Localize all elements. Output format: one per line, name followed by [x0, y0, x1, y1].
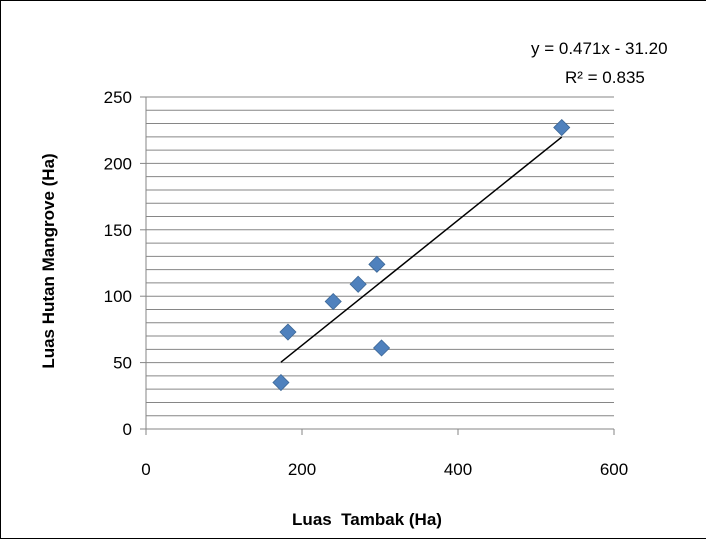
x-tick-label: 400	[444, 460, 472, 479]
x-tick-label: 200	[288, 460, 316, 479]
data-point	[272, 373, 290, 392]
trendline-r-squared: R² = 0.835	[565, 68, 645, 87]
y-tick-label: 150	[104, 221, 132, 240]
data-point	[349, 275, 367, 293]
y-tick-label: 250	[104, 88, 132, 107]
x-tick-label: 600	[600, 460, 628, 479]
tick-marks	[140, 96, 615, 435]
x-tick-label: 0	[141, 460, 150, 479]
data-points	[272, 118, 571, 392]
trendline	[280, 136, 563, 363]
y-tick-label: 0	[123, 420, 132, 439]
data-point	[368, 255, 386, 273]
data-point	[279, 323, 297, 341]
gridlines	[146, 96, 614, 417]
x-axis-title: Luas Tambak (Ha)	[292, 510, 442, 529]
y-tick-label: 50	[113, 354, 132, 373]
y-tick-label: 200	[104, 154, 132, 173]
trendline-equation: y = 0.471x - 31.20	[531, 39, 668, 58]
data-point	[324, 292, 342, 311]
data-point	[553, 118, 571, 137]
y-axis-title: Luas Hutan Mangrove (Ha)	[39, 153, 58, 368]
tick-labels: 0 200 400 600 0 50 100 150 200 250	[104, 88, 629, 479]
data-point	[372, 339, 391, 357]
y-tick-label: 100	[104, 287, 132, 306]
